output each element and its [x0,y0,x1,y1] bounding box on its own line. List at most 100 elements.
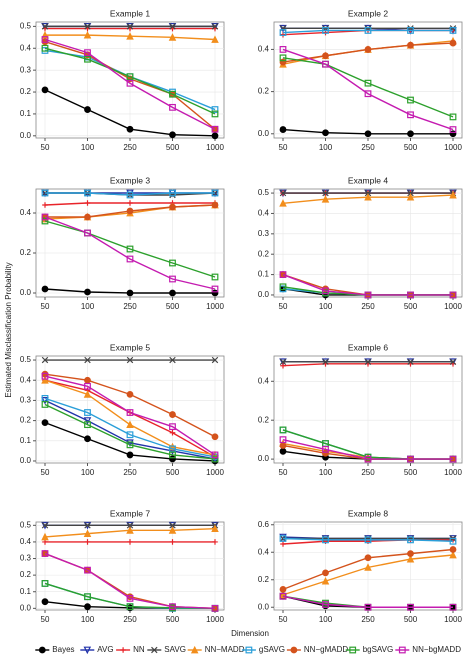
point [398,646,406,654]
point [322,536,329,544]
point [126,420,134,429]
point [211,433,219,441]
point [279,585,287,593]
point [211,524,219,533]
legend-entry: NN−gMADD [286,645,348,654]
point [449,39,457,47]
x-tick-label: 500 [404,468,418,477]
point [211,273,219,281]
y-tick-label: 0.2 [258,575,270,584]
point [126,73,134,81]
point [169,289,176,297]
point [321,195,330,203]
x-tick-label: 500 [166,143,180,152]
point [280,362,286,369]
x-tick-label: 250 [123,302,137,311]
point [126,409,134,416]
point [169,356,176,364]
point [211,285,219,293]
point [83,646,92,655]
series [41,44,219,118]
point [169,455,176,463]
y-tick-label: 0.4 [258,209,270,218]
legend-entry: AVG [80,645,114,655]
point [169,423,176,431]
y-tick-label: 0.5 [20,355,32,364]
point [169,451,176,459]
y-tick-label: 0.4 [20,537,32,546]
x-tick-label: 250 [123,468,137,477]
point [211,289,219,297]
panel-title: Example 3 [110,175,150,185]
point [211,451,219,459]
legend-label: NN [133,645,145,654]
point [322,52,329,60]
point [41,86,49,94]
point [41,23,49,30]
y-tick-label: 0.5 [258,188,270,197]
point [279,283,287,291]
series [279,27,457,36]
series [279,46,457,133]
point [407,603,414,611]
series-line [282,29,453,34]
series [41,30,219,43]
point [84,593,91,601]
y-tick-label: 0.5 [20,21,32,30]
x-tick-label: 100 [319,143,333,152]
point [41,419,49,427]
point [84,23,91,30]
legend-label: SAVG [164,645,186,654]
point [449,546,457,553]
point [322,60,329,68]
series [41,522,219,529]
point [126,439,134,447]
x-tick-label: 100 [319,468,333,477]
point [41,376,49,384]
y-tick-label: 0.2 [20,570,32,579]
point [169,275,176,283]
x-tick-label: 1000 [206,302,224,311]
x-tick-label: 250 [123,143,137,152]
series-line [44,220,216,278]
point [407,291,414,299]
x-tick-label: 100 [81,468,95,477]
y-tick-label: 0.2 [20,248,32,257]
series [279,358,457,366]
series-line [45,192,215,196]
series-line [282,537,454,542]
x-tick-label: 50 [279,615,288,624]
x-tick-label: 1000 [444,143,462,152]
point [169,522,176,529]
point [169,259,176,267]
y-tick-label: 0.0 [258,290,270,299]
legend-label: NN−gMADD [304,645,348,654]
x-tick-label: 1000 [444,302,462,311]
series-line [282,595,453,608]
y-tick-label: 0.1 [258,270,270,279]
y-tick-label: 0.4 [258,376,270,385]
point [279,29,287,36]
series-line [44,552,216,610]
panel-title: Example 5 [110,342,150,352]
point [126,125,134,133]
series [279,535,457,545]
point [169,23,176,30]
point [42,202,48,208]
point [126,522,134,529]
y-tick-label: 0.2 [258,415,270,424]
legend-label: NN−bgMADD [412,645,461,654]
point [126,207,134,215]
series [41,356,219,364]
series [279,190,457,207]
y-tick-label: 0.2 [258,87,270,96]
point [120,647,126,653]
point [84,435,91,443]
x-tick-label: 50 [41,468,50,477]
point [41,356,49,364]
point [322,601,329,608]
point [279,436,287,444]
x-tick-label: 1000 [206,615,224,624]
point [41,598,49,606]
legend-entry: gSAVG [241,645,285,654]
